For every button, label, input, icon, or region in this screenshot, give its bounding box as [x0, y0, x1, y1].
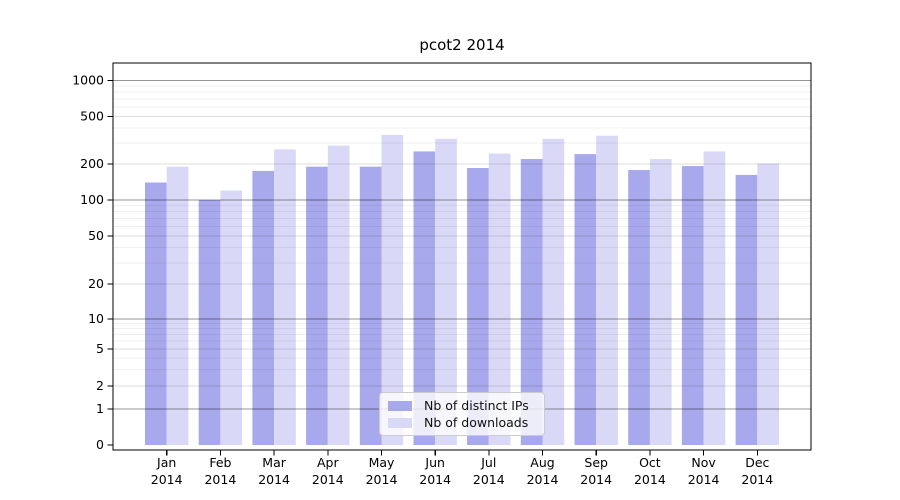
x-tick-label-year-dec: 2014: [741, 472, 773, 487]
bar-distinct-ips-feb: [198, 200, 221, 445]
bar-distinct-ips-nov: [681, 166, 704, 445]
bar-distinct-ips-dec: [735, 174, 758, 445]
legend-label-distinct-ips: Nb of distinct IPs: [424, 398, 529, 413]
x-tick-label-month-aug: Aug: [530, 455, 554, 470]
x-tick-label-year-feb: 2014: [204, 472, 236, 487]
y-tick-label-10: 10: [88, 311, 104, 326]
bar-distinct-ips-apr: [306, 166, 328, 445]
x-tick-label-year-jan: 2014: [151, 472, 183, 487]
bar-downloads-may: [381, 134, 404, 445]
y-tick-label-1: 1: [96, 401, 104, 416]
x-tick-label-year-oct: 2014: [634, 472, 666, 487]
x-tick-label-month-feb: Feb: [209, 455, 231, 470]
bar-downloads-mar: [274, 149, 296, 445]
x-tick-label-year-aug: 2014: [527, 472, 559, 487]
bar-downloads-sep: [596, 135, 618, 445]
bar-distinct-ips-jul: [467, 168, 489, 445]
bar-downloads-dec: [757, 163, 779, 445]
legend-row-downloads: Nb of downloads: [388, 414, 536, 431]
bar-downloads-oct: [649, 159, 672, 445]
y-tick-label-500: 500: [80, 109, 104, 124]
y-tick-label-200: 200: [80, 156, 104, 171]
bar-downloads-jan: [166, 166, 189, 445]
x-tick-label-year-mar: 2014: [258, 472, 290, 487]
x-tick-label-month-apr: Apr: [317, 455, 339, 470]
y-tick-label-5: 5: [96, 341, 104, 356]
y-tick-label-0: 0: [96, 437, 104, 452]
legend-swatch-downloads: [388, 417, 412, 428]
x-tick-label-year-may: 2014: [366, 472, 398, 487]
x-tick-label-month-oct: Oct: [639, 455, 661, 470]
y-tick-label-1000: 1000: [72, 73, 104, 88]
bar-distinct-ips-oct: [628, 170, 650, 445]
x-tick-label-month-jul: Jul: [480, 455, 496, 470]
legend-swatch-distinct-ips: [388, 400, 412, 411]
x-tick-label-month-mar: Mar: [262, 455, 286, 470]
legend-row-distinct-ips: Nb of distinct IPs: [388, 397, 536, 414]
bar-downloads-nov: [703, 151, 726, 445]
x-tick-label-year-jul: 2014: [473, 472, 505, 487]
y-tick-label-20: 20: [88, 276, 104, 291]
bar-distinct-ips-may: [359, 166, 382, 445]
bar-distinct-ips-aug: [520, 159, 543, 445]
bar-downloads-aug: [542, 138, 565, 446]
bar-downloads-apr: [327, 145, 350, 445]
bar-distinct-ips-sep: [574, 154, 597, 445]
y-tick-label-50: 50: [88, 228, 104, 243]
x-tick-label-year-jun: 2014: [419, 472, 451, 487]
legend: Nb of distinct IPs Nb of downloads: [379, 392, 545, 436]
x-tick-label-month-jan: Jan: [156, 455, 176, 470]
bar-downloads-feb: [220, 190, 243, 445]
y-tick-label-100: 100: [80, 192, 104, 207]
x-tick-label-month-dec: Dec: [745, 455, 769, 470]
x-tick-label-month-sep: Sep: [584, 455, 608, 470]
legend-label-downloads: Nb of downloads: [424, 415, 529, 430]
x-tick-label-year-sep: 2014: [580, 472, 612, 487]
x-tick-label-month-jun: Jun: [424, 455, 445, 470]
bar-distinct-ips-jun: [413, 151, 436, 445]
x-tick-label-month-nov: Nov: [691, 455, 716, 470]
bar-distinct-ips-mar: [252, 170, 275, 445]
x-tick-label-year-apr: 2014: [312, 472, 344, 487]
bar-distinct-ips-jan: [145, 182, 167, 445]
chart-title: pcot2 2014: [419, 36, 505, 54]
plot-border: [112, 62, 812, 451]
x-tick-label-month-may: May: [369, 455, 395, 470]
bar-downloads-jun: [435, 138, 457, 446]
y-tick-label-2: 2: [96, 378, 104, 393]
x-tick-label-year-nov: 2014: [688, 472, 720, 487]
bar-downloads-jul: [488, 153, 511, 445]
